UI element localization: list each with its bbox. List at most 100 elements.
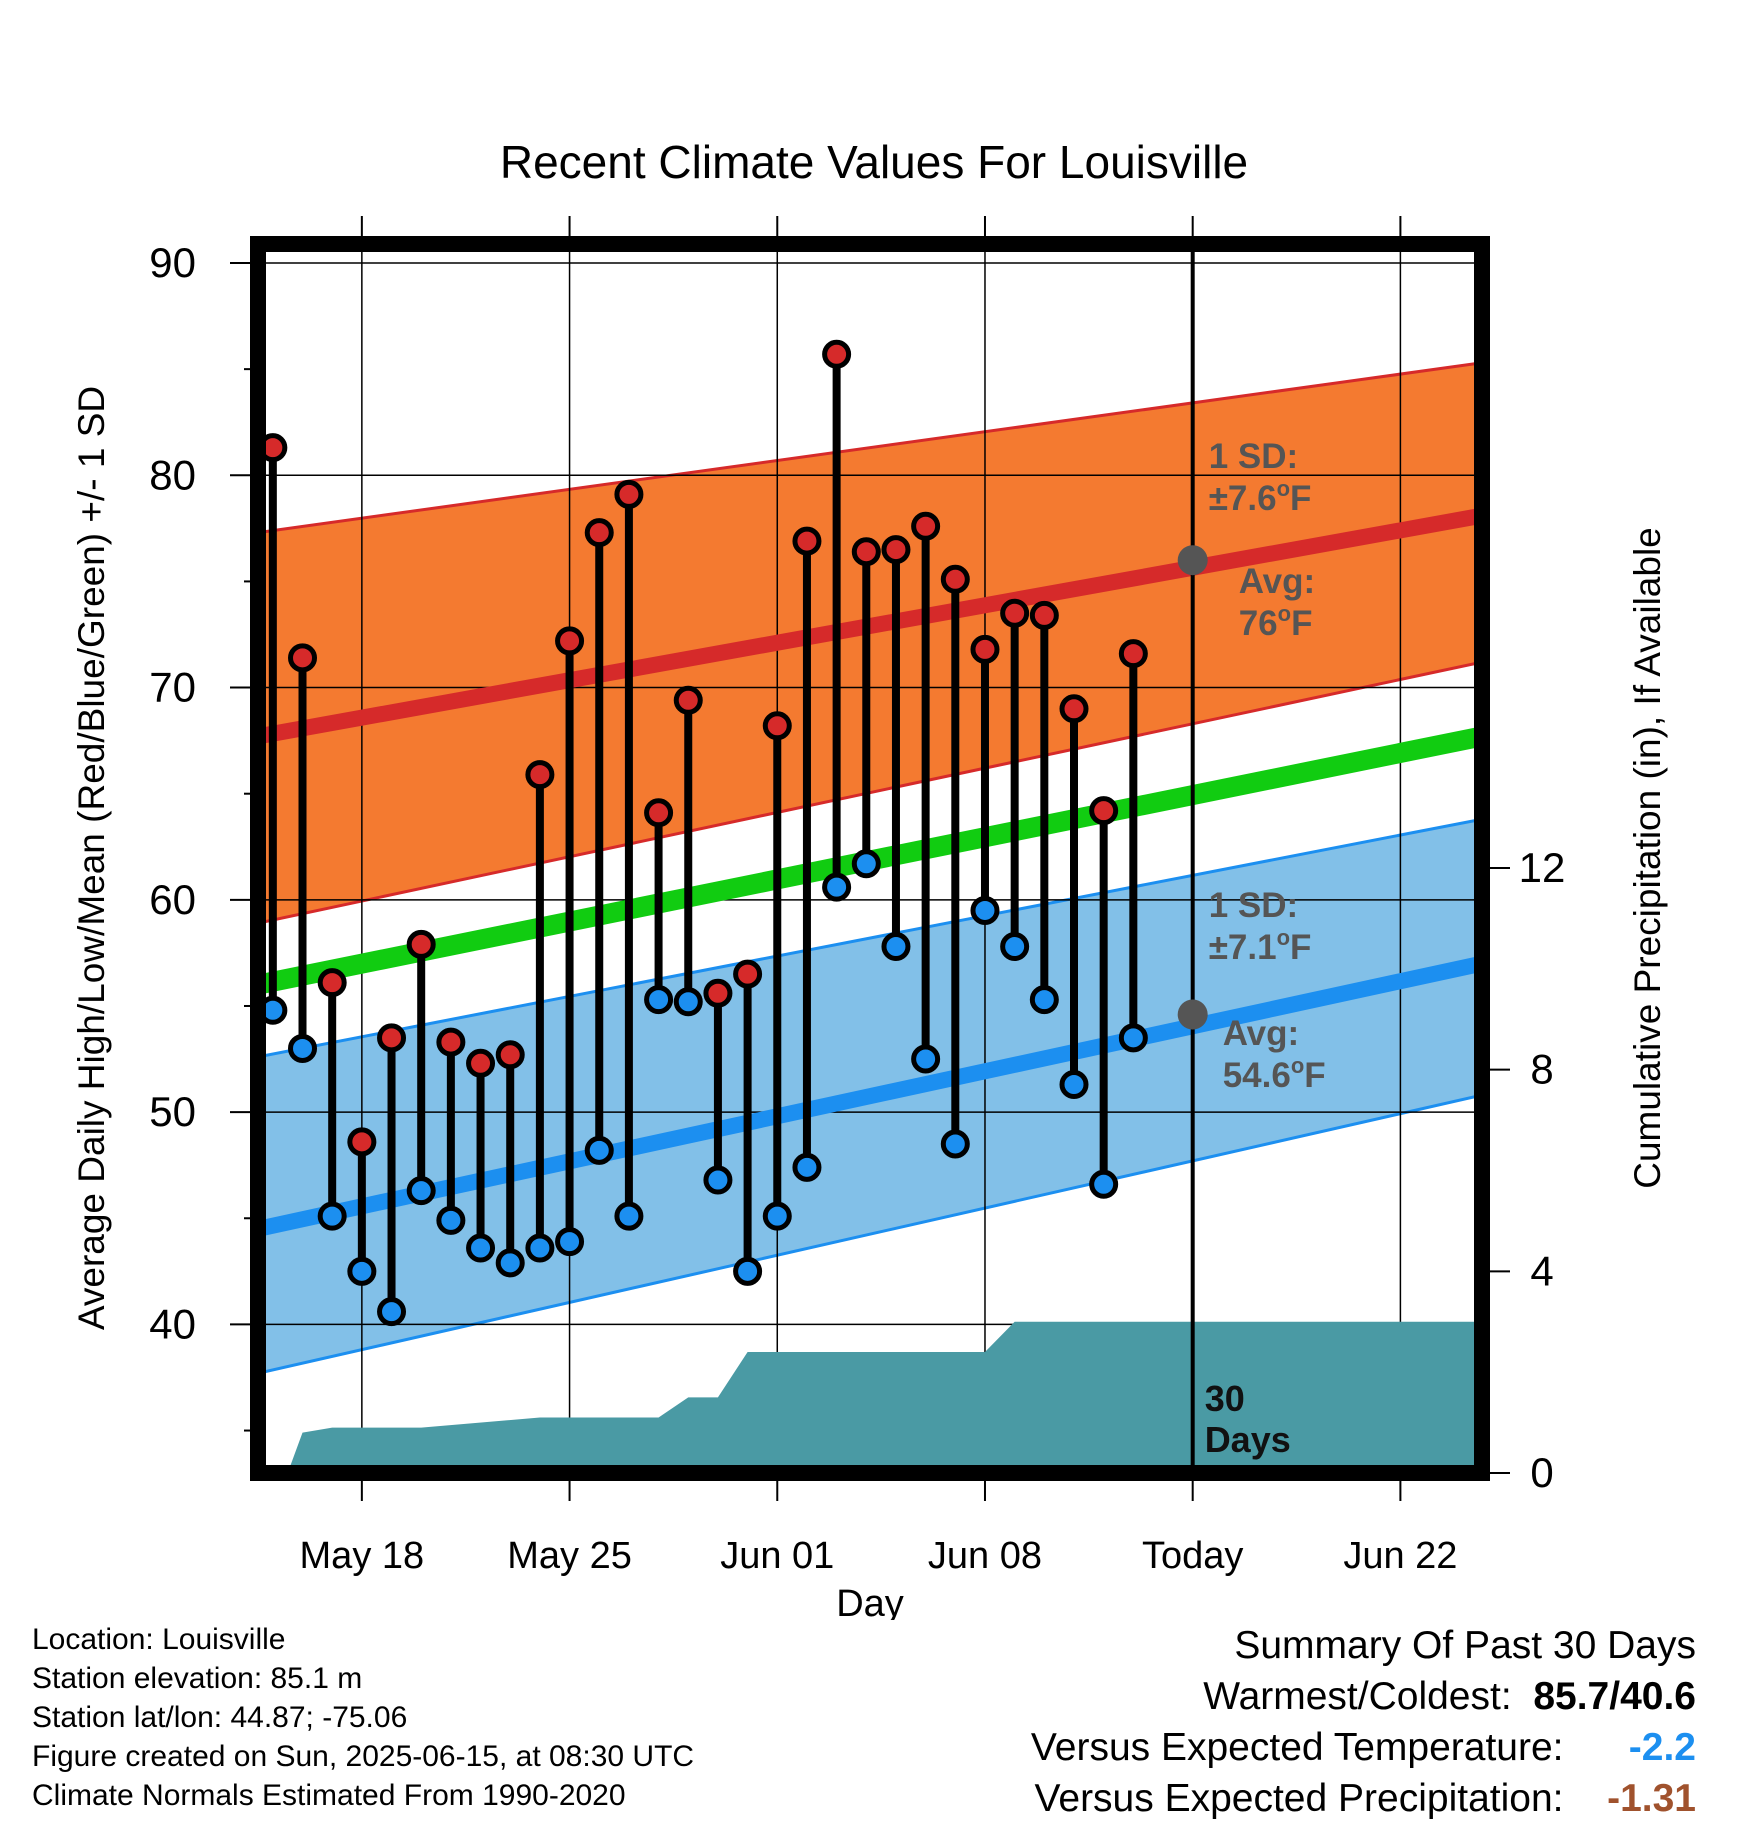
high-point-2025-06-10: [1029, 600, 1059, 630]
summary-precip-value: -1.31: [1607, 1777, 1696, 1820]
info-elevation: Station elevation: 85.1 m: [32, 1662, 363, 1695]
summary-coldest-value: 40.6: [1620, 1675, 1696, 1718]
today-high-avg-marker: [1177, 545, 1208, 576]
high-point-2025-05-23: [495, 1040, 525, 1070]
climate-chart: Recent Climate Values For Louisville 1 S…: [71, 136, 1668, 1620]
station-info: Location: Louisville Station elevation: …: [32, 1620, 694, 1815]
x-tick-label-2: Jun 01: [720, 1535, 834, 1577]
y-tick-label-80: 80: [149, 451, 196, 498]
high-point-2025-05-26: [584, 518, 614, 548]
high-point-2025-05-28: [644, 798, 674, 828]
low-point-2025-05-31: [733, 1256, 763, 1286]
high-point-2025-05-18: [347, 1127, 377, 1157]
high-point-2025-06-03: [822, 339, 852, 369]
y-tick-label-40: 40: [149, 1300, 196, 1347]
low-point-2025-05-22: [466, 1233, 496, 1263]
summary-precip-row: Versus Expected Precipitation: -1.31: [1031, 1773, 1696, 1824]
y-tick-label-50: 50: [149, 1088, 196, 1135]
days-label-line2: Days: [1205, 1419, 1291, 1460]
low-point-2025-06-01: [762, 1201, 792, 1231]
low-point-2025-05-27: [614, 1201, 644, 1231]
summary-temp-row: Versus Expected Temperature: -2.2: [1031, 1722, 1696, 1773]
high-point-2025-05-29: [673, 685, 703, 715]
low-point-2025-06-11: [1059, 1070, 1089, 1100]
low-point-2025-05-21: [436, 1205, 466, 1235]
summary-warmest-row: Warmest/Coldest: 85.7/40.6: [1031, 1671, 1696, 1722]
low-sd-label: 1 SD:: [1209, 886, 1298, 925]
summary-slash: /: [1609, 1675, 1621, 1718]
y-tick-label-70: 70: [149, 664, 196, 711]
low-point-2025-06-02: [792, 1152, 822, 1182]
low-point-2025-06-08: [970, 895, 1000, 925]
info-location: Location: Louisville: [32, 1623, 286, 1656]
high-point-2025-06-11: [1059, 694, 1089, 724]
plot-frame: [250, 236, 1490, 1481]
high-point-2025-05-27: [614, 479, 644, 509]
low-point-2025-06-04: [851, 849, 881, 879]
info-latlon: Station lat/lon: 44.87; -75.06: [32, 1701, 408, 1734]
y2-axis-label: Cumulative Precipitation (in), If Availa…: [1627, 527, 1668, 1189]
high-point-2025-05-20: [406, 929, 436, 959]
high-point-2025-06-07: [940, 564, 970, 594]
high-point-2025-05-25: [555, 626, 585, 656]
high-point-2025-05-21: [436, 1027, 466, 1057]
high-point-2025-06-02: [792, 526, 822, 556]
high-point-2025-05-17: [317, 968, 347, 998]
high-avg-label: Avg:: [1239, 562, 1315, 601]
high-point-2025-05-19: [377, 1023, 407, 1053]
summary-precip-label: Versus Expected Precipitation:: [1034, 1777, 1564, 1820]
low-point-2025-06-05: [881, 932, 911, 962]
high-point-2025-05-24: [525, 760, 555, 790]
high-point-2025-05-16: [288, 643, 318, 673]
x-tick-label-1: May 25: [507, 1535, 632, 1577]
y-axis-label: Average Daily High/Low/Mean (Red/Blue/Gr…: [71, 386, 112, 1330]
x-axis-label: Day: [836, 1583, 904, 1620]
high-point-2025-06-09: [1000, 598, 1030, 628]
low-sd-band-upper-edge: [258, 817, 1482, 1059]
high-point-2025-06-12: [1089, 796, 1119, 826]
y2-tick-label-12: 12: [1519, 844, 1566, 891]
high-sd-label: 1 SD:: [1209, 437, 1298, 476]
low-point-2025-05-29: [673, 987, 703, 1017]
x-tick-label-5: Jun 22: [1343, 1535, 1457, 1577]
low-point-2025-05-30: [703, 1165, 733, 1195]
y-tick-label-90: 90: [149, 239, 196, 286]
low-point-2025-05-16: [288, 1033, 318, 1063]
summary-warmest-label: Warmest/Coldest:: [1203, 1675, 1512, 1718]
precipitation-area: [287, 1321, 1482, 1473]
high-sd-value: ±7.6oF: [1209, 476, 1312, 518]
low-point-2025-05-26: [584, 1135, 614, 1165]
high-point-2025-06-08: [970, 634, 1000, 664]
low-point-2025-06-03: [822, 872, 852, 902]
x-tick-label-4: Today: [1142, 1535, 1243, 1577]
y2-tick-label-8: 8: [1530, 1046, 1553, 1093]
low-avg-value: 54.6oF: [1223, 1053, 1326, 1095]
x-tick-label-3: Jun 08: [928, 1535, 1042, 1577]
low-avg-line: [258, 955, 1482, 1237]
high-point-2025-05-31: [733, 959, 763, 989]
low-point-2025-06-06: [911, 1044, 941, 1074]
info-normals: Climate Normals Estimated From 1990-2020: [32, 1779, 626, 1812]
low-point-2025-06-07: [940, 1129, 970, 1159]
low-point-2025-05-28: [644, 985, 674, 1015]
low-point-2025-06-12: [1089, 1169, 1119, 1199]
high-point-2025-06-01: [762, 711, 792, 741]
high-point-2025-06-13: [1118, 639, 1148, 669]
y-tick-label-60: 60: [149, 876, 196, 923]
high-point-2025-06-06: [911, 511, 941, 541]
low-point-2025-05-24: [525, 1233, 555, 1263]
low-avg-label: Avg:: [1223, 1014, 1299, 1053]
y2-tick-label-0: 0: [1530, 1449, 1553, 1496]
high-sd-band-upper-edge: [258, 361, 1482, 535]
low-sd-value: ±7.1oF: [1209, 925, 1312, 967]
high-point-2025-06-05: [881, 535, 911, 565]
x-tick-label-0: May 18: [300, 1535, 425, 1577]
low-point-2025-05-25: [555, 1227, 585, 1257]
low-point-2025-05-18: [347, 1256, 377, 1286]
axes: 40 50 60 70 80 90 0 4 8 12 May 18 May 25 Jun 01 Jun 0…: [149, 216, 1565, 1577]
summary-temp-label: Versus Expected Temperature:: [1030, 1726, 1564, 1769]
low-point-2025-06-13: [1118, 1023, 1148, 1053]
chart-title: Recent Climate Values For Louisville: [500, 136, 1248, 188]
high-point-2025-05-22: [466, 1048, 496, 1078]
low-point-2025-05-20: [406, 1176, 436, 1206]
